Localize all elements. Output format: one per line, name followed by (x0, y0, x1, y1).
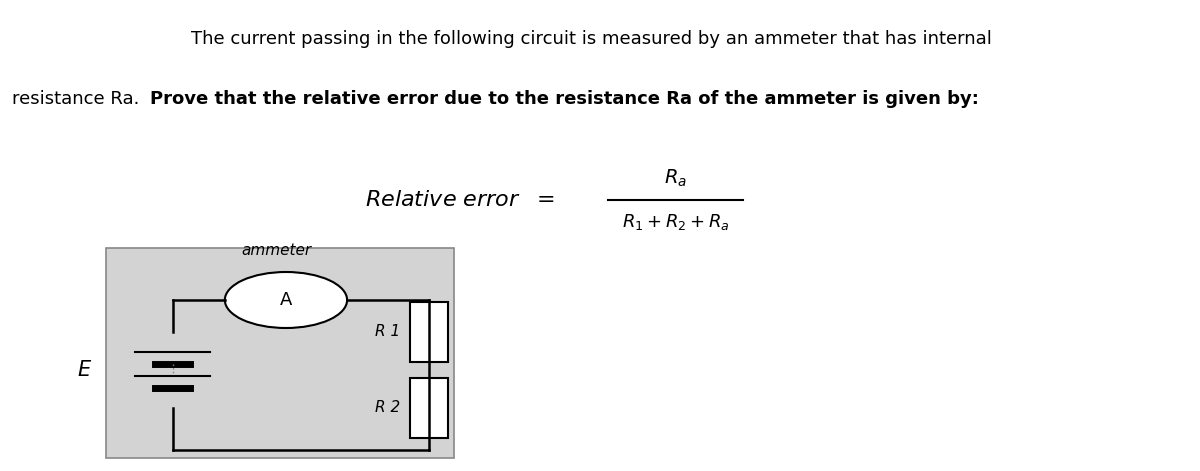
Text: resistance Ra.: resistance Ra. (12, 90, 151, 108)
Text: $\mathbf{\mathit{R_a}}$: $\mathbf{\mathit{R_a}}$ (664, 167, 686, 189)
FancyBboxPatch shape (107, 248, 454, 458)
Text: $\boldsymbol{\mathit{Relative\ error}}$  $=$: $\boldsymbol{\mathit{Relative\ error}}$ … (365, 190, 554, 210)
Text: E: E (78, 360, 91, 380)
Text: A: A (280, 291, 292, 309)
Text: $R_1+R_2+R_a$: $R_1+R_2+R_a$ (622, 212, 730, 232)
Text: R 1: R 1 (376, 325, 401, 340)
Text: Prove that the relative error due to the resistance Ra of the ammeter is given b: Prove that the relative error due to the… (150, 90, 979, 108)
Bar (410, 302, 448, 362)
Text: The current passing in the following circuit is measured by an ammeter that has : The current passing in the following cir… (191, 30, 992, 48)
Text: R 2: R 2 (376, 400, 401, 415)
Ellipse shape (224, 272, 347, 328)
Text: ammeter: ammeter (241, 243, 311, 258)
Bar (410, 378, 448, 438)
